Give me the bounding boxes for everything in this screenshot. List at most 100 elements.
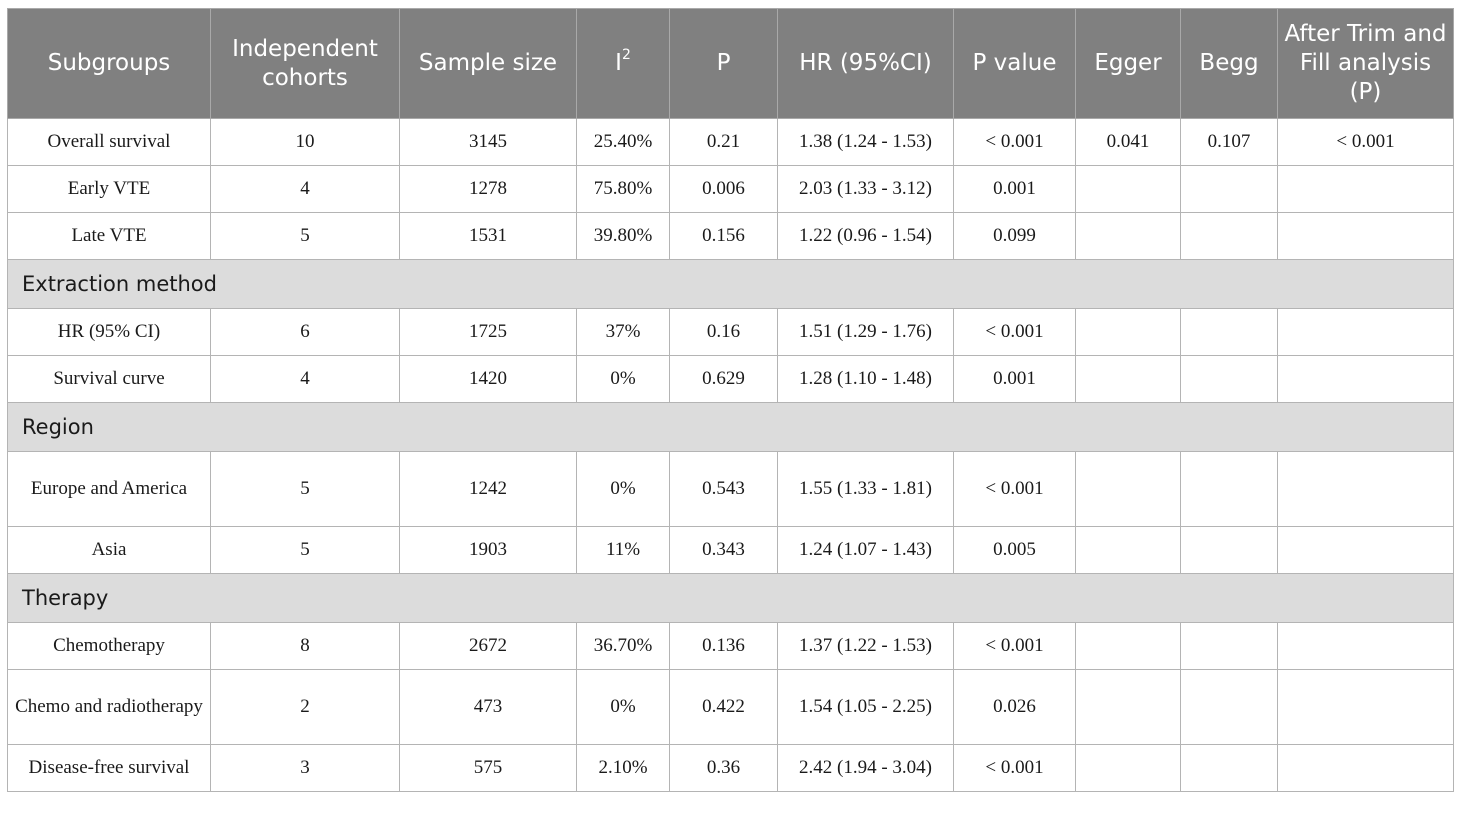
cell-egger bbox=[1075, 355, 1181, 403]
cell-egger bbox=[1075, 212, 1181, 260]
cell-p-value: 0.001 bbox=[953, 165, 1076, 213]
table-row: Chemotherapy 8 2672 36.70% 0.136 1.37 (1.22 -… bbox=[7, 622, 1454, 670]
header-i-squared: I2 bbox=[576, 8, 670, 119]
cell-p-value: 0.099 bbox=[953, 212, 1076, 260]
cell-hr: 1.24 (1.07 - 1.43) bbox=[777, 526, 954, 574]
header-i-squared-superscript: 2 bbox=[621, 47, 631, 64]
header-sample-size: Sample size bbox=[399, 8, 577, 119]
header-trim-and-fill: After Trim and Fill analysis (P) bbox=[1277, 8, 1454, 119]
cell-cohorts: 10 bbox=[210, 118, 400, 166]
cell-begg bbox=[1180, 212, 1278, 260]
cell-hr: 1.22 (0.96 - 1.54) bbox=[777, 212, 954, 260]
cell-egger bbox=[1075, 622, 1181, 670]
cell-egger bbox=[1075, 669, 1181, 745]
cell-p: 0.629 bbox=[669, 355, 778, 403]
cell-subgroup: HR (95% CI) bbox=[7, 308, 211, 356]
cell-subgroup: Chemo and radiotherapy bbox=[7, 669, 211, 745]
cell-sample-size: 1242 bbox=[399, 451, 577, 527]
cell-sample-size: 3145 bbox=[399, 118, 577, 166]
cell-p: 0.343 bbox=[669, 526, 778, 574]
header-hr: HR (95%CI) bbox=[777, 8, 954, 119]
cell-egger bbox=[1075, 165, 1181, 213]
cell-subgroup: Overall survival bbox=[7, 118, 211, 166]
cell-trim-and-fill: < 0.001 bbox=[1277, 118, 1454, 166]
cell-hr: 2.03 (1.33 - 3.12) bbox=[777, 165, 954, 213]
cell-sample-size: 1420 bbox=[399, 355, 577, 403]
header-subgroups: Subgroups bbox=[7, 8, 211, 119]
cell-p-value: 0.005 bbox=[953, 526, 1076, 574]
cell-p-value: 0.001 bbox=[953, 355, 1076, 403]
subgroup-analysis-table: Subgroups Independent cohorts Sample siz… bbox=[7, 8, 1454, 792]
cell-sample-size: 1531 bbox=[399, 212, 577, 260]
cell-trim-and-fill bbox=[1277, 308, 1454, 356]
cell-sample-size: 1903 bbox=[399, 526, 577, 574]
cell-sample-size: 473 bbox=[399, 669, 577, 745]
cell-sample-size: 2672 bbox=[399, 622, 577, 670]
cell-p: 0.156 bbox=[669, 212, 778, 260]
header-independent-cohorts: Independent cohorts bbox=[210, 8, 400, 119]
cell-begg bbox=[1180, 622, 1278, 670]
cell-trim-and-fill bbox=[1277, 669, 1454, 745]
cell-hr: 1.54 (1.05 - 2.25) bbox=[777, 669, 954, 745]
table-row: Early VTE 4 1278 75.80% 0.006 2.03 (1.33 - 3.… bbox=[7, 165, 1454, 213]
cell-begg bbox=[1180, 526, 1278, 574]
section-title: Region bbox=[7, 402, 1454, 452]
cell-p-value: < 0.001 bbox=[953, 451, 1076, 527]
table-row: Late VTE 5 1531 39.80% 0.156 1.22 (0.96 - 1.5… bbox=[7, 212, 1454, 260]
cell-egger bbox=[1075, 308, 1181, 356]
table-row: Chemo and radiotherapy 2 473 0% 0.422 1.54 (1… bbox=[7, 669, 1454, 745]
section-row: Extraction method bbox=[7, 259, 1454, 309]
section-title: Therapy bbox=[7, 573, 1454, 623]
cell-i-squared: 25.40% bbox=[576, 118, 670, 166]
cell-begg bbox=[1180, 355, 1278, 403]
cell-trim-and-fill bbox=[1277, 165, 1454, 213]
cell-begg bbox=[1180, 165, 1278, 213]
cell-cohorts: 5 bbox=[210, 526, 400, 574]
cell-subgroup: Early VTE bbox=[7, 165, 211, 213]
section-title: Extraction method bbox=[7, 259, 1454, 309]
cell-p: 0.422 bbox=[669, 669, 778, 745]
cell-p: 0.21 bbox=[669, 118, 778, 166]
cell-trim-and-fill bbox=[1277, 212, 1454, 260]
table-body: Overall survival 10 3145 25.40% 0.21 1.38 (1.… bbox=[7, 118, 1454, 792]
cell-trim-and-fill bbox=[1277, 526, 1454, 574]
cell-cohorts: 2 bbox=[210, 669, 400, 745]
table-row: HR (95% CI) 6 1725 37% 0.16 1.51 (1.29 - 1.76… bbox=[7, 308, 1454, 356]
cell-cohorts: 3 bbox=[210, 744, 400, 792]
cell-begg bbox=[1180, 669, 1278, 745]
cell-i-squared: 0% bbox=[576, 355, 670, 403]
header-begg: Begg bbox=[1180, 8, 1278, 119]
cell-p: 0.36 bbox=[669, 744, 778, 792]
cell-hr: 1.38 (1.24 - 1.53) bbox=[777, 118, 954, 166]
cell-p: 0.16 bbox=[669, 308, 778, 356]
section-row: Therapy bbox=[7, 573, 1454, 623]
cell-cohorts: 5 bbox=[210, 212, 400, 260]
header-p-value: P value bbox=[953, 8, 1076, 119]
cell-p-value: 0.026 bbox=[953, 669, 1076, 745]
header-i-squared-base: I bbox=[615, 50, 622, 76]
cell-hr: 1.51 (1.29 - 1.76) bbox=[777, 308, 954, 356]
table-row: Europe and America 5 1242 0% 0.543 1.55 (1.33… bbox=[7, 451, 1454, 527]
cell-hr: 2.42 (1.94 - 3.04) bbox=[777, 744, 954, 792]
cell-begg bbox=[1180, 308, 1278, 356]
cell-subgroup: Asia bbox=[7, 526, 211, 574]
cell-hr: 1.37 (1.22 - 1.53) bbox=[777, 622, 954, 670]
cell-subgroup: Chemotherapy bbox=[7, 622, 211, 670]
cell-begg bbox=[1180, 451, 1278, 527]
cell-p-value: < 0.001 bbox=[953, 744, 1076, 792]
cell-i-squared: 2.10% bbox=[576, 744, 670, 792]
cell-subgroup: Late VTE bbox=[7, 212, 211, 260]
table-row: Disease-free survival 3 575 2.10% 0.36 2.42 (… bbox=[7, 744, 1454, 792]
cell-i-squared: 11% bbox=[576, 526, 670, 574]
cell-trim-and-fill bbox=[1277, 451, 1454, 527]
header-row: Subgroups Independent cohorts Sample siz… bbox=[7, 8, 1454, 119]
cell-cohorts: 5 bbox=[210, 451, 400, 527]
table-row: Overall survival 10 3145 25.40% 0.21 1.38 (1.… bbox=[7, 118, 1454, 166]
cell-hr: 1.55 (1.33 - 1.81) bbox=[777, 451, 954, 527]
cell-subgroup: Disease-free survival bbox=[7, 744, 211, 792]
table-row: Survival curve 4 1420 0% 0.629 1.28 (1.10 - 1… bbox=[7, 355, 1454, 403]
header-egger: Egger bbox=[1075, 8, 1181, 119]
cell-begg: 0.107 bbox=[1180, 118, 1278, 166]
cell-i-squared: 75.80% bbox=[576, 165, 670, 213]
cell-cohorts: 6 bbox=[210, 308, 400, 356]
